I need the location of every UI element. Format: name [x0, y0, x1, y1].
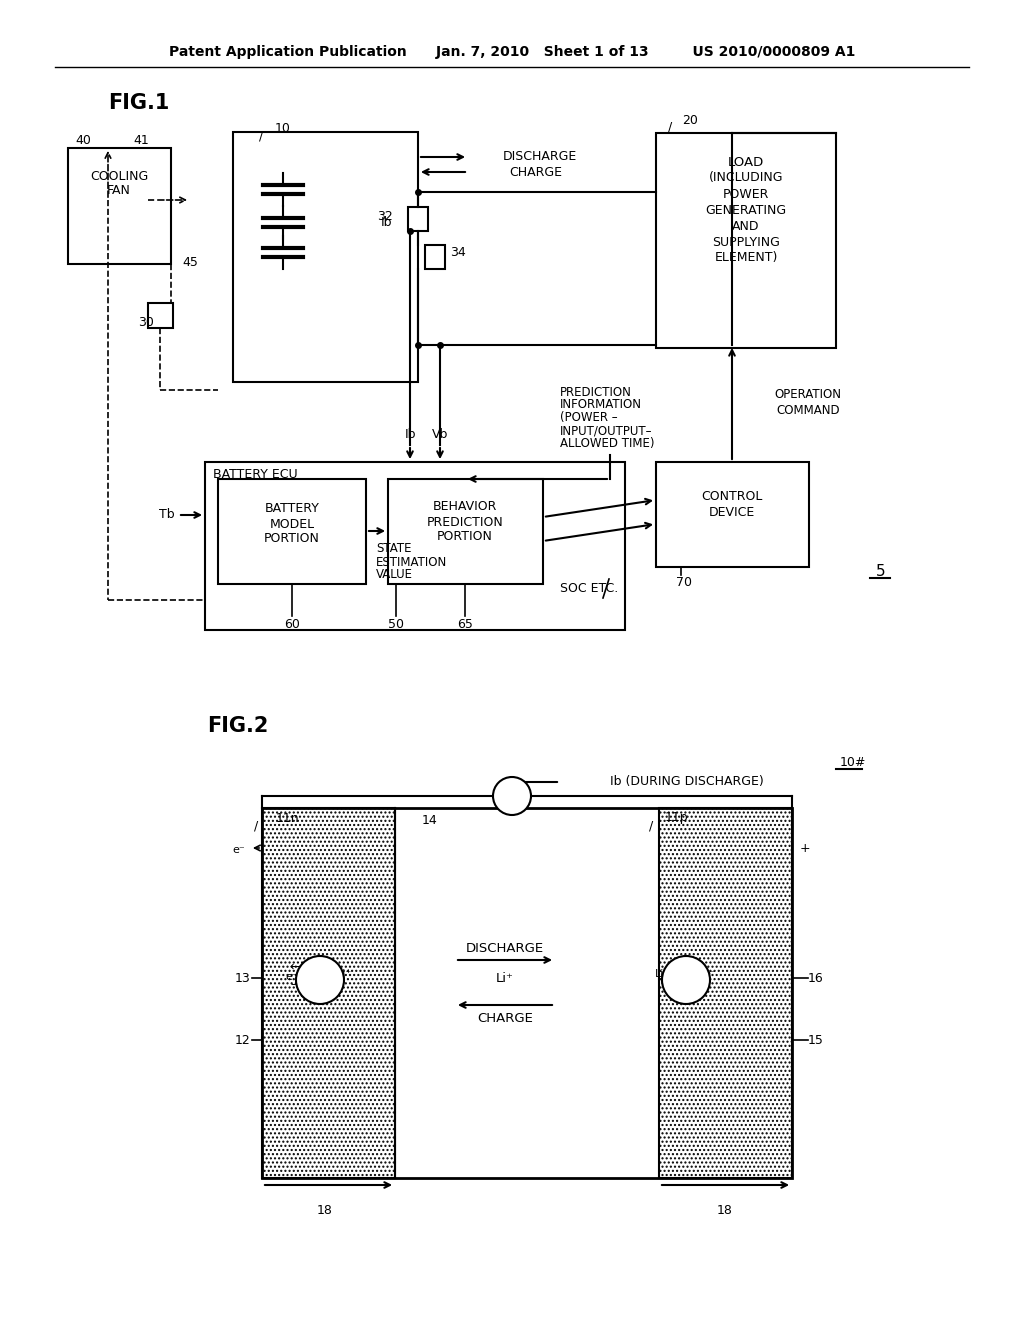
Text: +: +	[800, 842, 811, 854]
Circle shape	[296, 956, 344, 1005]
Bar	[148, 304, 173, 327]
Text: Ib: Ib	[404, 429, 416, 441]
Text: 34: 34	[450, 247, 466, 260]
Text: Tb: Tb	[160, 508, 175, 521]
Text: 5: 5	[876, 565, 886, 579]
Text: VALUE: VALUE	[376, 569, 413, 582]
Text: STATE: STATE	[376, 543, 412, 556]
Text: /: /	[668, 120, 672, 133]
Text: AND: AND	[732, 219, 760, 232]
Text: 45: 45	[182, 256, 198, 268]
Text: ALLOWED TIME): ALLOWED TIME)	[560, 437, 654, 450]
Text: /: /	[254, 820, 258, 833]
Bar	[656, 462, 809, 568]
Bar	[262, 808, 792, 1177]
Text: 12: 12	[234, 1034, 250, 1047]
Text: e⁻: e⁻	[286, 972, 298, 982]
Text: COOLING: COOLING	[90, 170, 148, 183]
Text: DEVICE: DEVICE	[709, 506, 755, 519]
Text: /: /	[649, 820, 653, 833]
Text: CHARGE: CHARGE	[477, 1011, 532, 1024]
Text: 70: 70	[676, 577, 692, 590]
Bar	[262, 808, 395, 1177]
Text: PREDICTION: PREDICTION	[427, 516, 504, 528]
Text: ESTIMATION: ESTIMATION	[376, 556, 447, 569]
Text: e⁻: e⁻	[703, 969, 717, 979]
Text: 18: 18	[717, 1204, 733, 1217]
Text: 30: 30	[138, 317, 154, 330]
Bar	[408, 207, 428, 231]
Text: INPUT/OUTPUT–: INPUT/OUTPUT–	[560, 425, 652, 437]
Bar	[205, 462, 625, 630]
Text: DISCHARGE: DISCHARGE	[503, 150, 578, 164]
Text: 60: 60	[284, 618, 300, 631]
Text: 14: 14	[422, 813, 438, 826]
Text: (INCLUDING: (INCLUDING	[709, 172, 783, 185]
Text: GENERATING: GENERATING	[706, 203, 786, 216]
Text: OPERATION: OPERATION	[774, 388, 842, 401]
Text: SOC ETC.: SOC ETC.	[560, 582, 618, 594]
Circle shape	[493, 777, 531, 814]
Circle shape	[662, 956, 710, 1005]
Text: FIG.2: FIG.2	[207, 715, 268, 737]
Text: COMMAND: COMMAND	[776, 404, 840, 417]
Text: BEHAVIOR: BEHAVIOR	[433, 500, 498, 513]
Text: Li⁺: Li⁺	[336, 969, 351, 979]
Text: Ib: Ib	[381, 215, 392, 228]
Text: SUPPLYING: SUPPLYING	[712, 235, 780, 248]
Text: CHARGE: CHARGE	[510, 165, 562, 178]
Text: FIG.1: FIG.1	[108, 92, 169, 114]
Text: 20: 20	[682, 114, 698, 127]
Text: INFORMATION: INFORMATION	[560, 399, 642, 412]
Text: 11n: 11n	[276, 812, 300, 825]
Bar	[659, 808, 792, 1177]
Text: 18: 18	[317, 1204, 333, 1217]
Text: ELEMENT): ELEMENT)	[715, 252, 777, 264]
Text: BATTERY ECU: BATTERY ECU	[213, 467, 298, 480]
Text: 16: 16	[808, 972, 823, 985]
Bar	[68, 148, 171, 264]
Text: 15: 15	[808, 1034, 824, 1047]
Text: PREDICTION: PREDICTION	[560, 385, 632, 399]
Text: 41: 41	[133, 133, 148, 147]
Text: Vb: Vb	[432, 429, 449, 441]
Bar	[388, 479, 543, 583]
Text: POWER: POWER	[723, 187, 769, 201]
Bar	[233, 132, 418, 381]
Text: Ib (DURING DISCHARGE): Ib (DURING DISCHARGE)	[610, 776, 764, 788]
Text: Li⁺: Li⁺	[496, 972, 514, 985]
Text: 40: 40	[75, 133, 91, 147]
Bar	[656, 133, 836, 348]
Text: /: /	[259, 129, 263, 143]
Text: 10: 10	[275, 121, 291, 135]
Text: 11p: 11p	[665, 812, 688, 825]
Text: CONTROL: CONTROL	[701, 491, 763, 503]
Text: e⁻: e⁻	[232, 845, 245, 855]
Text: Patent Application Publication      Jan. 7, 2010   Sheet 1 of 13         US 2010: Patent Application Publication Jan. 7, 2…	[169, 45, 855, 59]
Text: 65: 65	[457, 618, 473, 631]
Text: PORTION: PORTION	[264, 532, 319, 545]
Bar	[218, 479, 366, 583]
Text: ←: ←	[290, 961, 300, 974]
Text: BATTERY: BATTERY	[264, 503, 319, 516]
Text: DISCHARGE: DISCHARGE	[466, 941, 544, 954]
Text: Li⁺: Li⁺	[654, 969, 670, 979]
Text: V: V	[508, 789, 516, 803]
Text: 32: 32	[377, 210, 393, 223]
Text: 10#: 10#	[840, 755, 866, 768]
Text: FAN: FAN	[108, 185, 131, 198]
Text: 13: 13	[234, 972, 250, 985]
Text: PORTION: PORTION	[437, 531, 493, 544]
Text: MODEL: MODEL	[269, 517, 314, 531]
Text: →: →	[291, 979, 300, 990]
Bar	[425, 246, 445, 269]
Text: (POWER –: (POWER –	[560, 412, 617, 425]
Text: LOAD: LOAD	[728, 156, 764, 169]
Text: 50: 50	[388, 618, 404, 631]
